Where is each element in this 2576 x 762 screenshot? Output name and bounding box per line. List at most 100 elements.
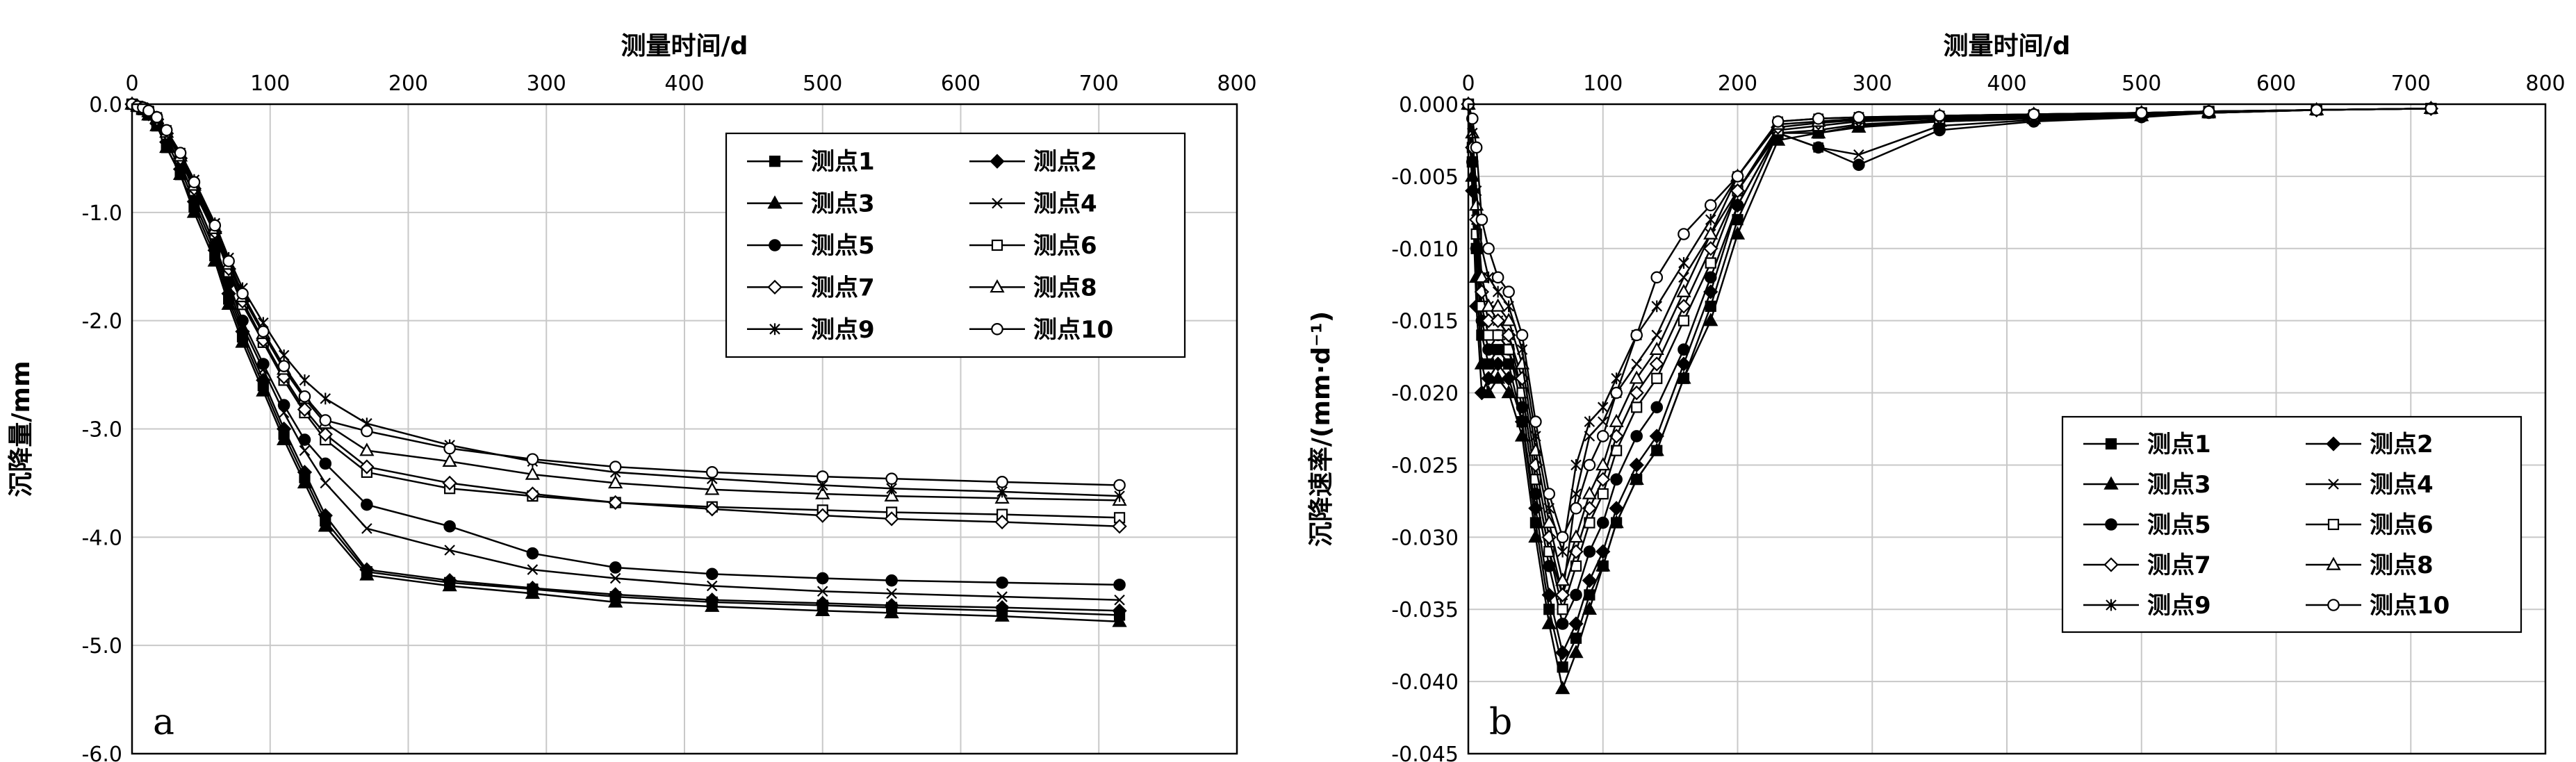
data-point	[359, 567, 375, 581]
data-point	[1529, 415, 1542, 428]
data-point	[150, 110, 163, 124]
x-tick-label: 200	[1718, 72, 1757, 96]
y-tick-label: -1.0	[81, 201, 122, 226]
data-point	[817, 586, 828, 597]
legend-marker	[990, 279, 1005, 293]
data-point	[1595, 472, 1611, 487]
data-point	[994, 514, 1010, 530]
data-point	[443, 442, 456, 455]
data-point	[1649, 341, 1664, 355]
chart-panel-b: 0 100 200 300 400 500 600 700 800 0.000 -0.005 -0.0…	[1288, 0, 2576, 762]
data-point	[1630, 329, 1643, 342]
data-point	[188, 176, 201, 189]
data-point	[996, 576, 1008, 589]
data-point	[319, 457, 332, 470]
legend-label: 测点3	[2147, 471, 2211, 499]
data-point	[319, 414, 332, 426]
legend-item: 测点7	[747, 274, 875, 301]
data-point	[1676, 299, 1691, 314]
y-tick-label: -0.040	[1391, 670, 1459, 695]
x-tick-label: 300	[1853, 72, 1892, 96]
data-point	[1556, 618, 1569, 630]
legend-label: 测点5	[811, 232, 875, 260]
y-tick-label: -0.030	[1391, 526, 1459, 550]
axes	[1467, 103, 2547, 755]
legend-marker	[2103, 476, 2119, 490]
data-point	[996, 476, 1008, 488]
data-point	[1811, 125, 1826, 139]
data-point	[1676, 370, 1691, 384]
legend-marker	[991, 322, 1003, 336]
data-point	[1492, 285, 1504, 298]
data-point	[1582, 601, 1597, 615]
legend-item: 测点4	[2306, 471, 2434, 499]
data-point	[1609, 413, 1624, 427]
data-point	[1610, 386, 1623, 399]
legend-item: 测点10	[969, 316, 1113, 344]
data-point	[1502, 285, 1515, 298]
x-tick-label: 700	[2391, 72, 2431, 96]
legend-item: 测点10	[2306, 592, 2450, 620]
x-tick-label: 500	[803, 72, 842, 96]
data-point	[1482, 329, 1495, 341]
data-point	[1730, 226, 1746, 240]
data-point	[609, 561, 622, 574]
plot-frame	[131, 103, 1238, 755]
data-point	[1514, 428, 1530, 442]
legend-item: 测点2	[2306, 431, 2434, 458]
data-point	[1466, 112, 1479, 125]
data-point	[884, 511, 899, 527]
legend-label: 测点9	[811, 316, 875, 344]
y-tick-label: -0.025	[1391, 454, 1459, 478]
data-point	[1501, 385, 1516, 399]
plot-frame	[1467, 103, 2547, 755]
x-tick-label: 0	[1461, 72, 1475, 96]
chart-panel-a: 0 100 200 300 400 500 600 700 800 0.0 -1.0 -2.0 -3.0…	[7, 32, 1257, 762]
data-point	[886, 588, 897, 599]
series-10	[1462, 98, 2438, 544]
data-point	[297, 475, 313, 489]
data-point	[1631, 358, 1642, 370]
y-tick-label: -0.010	[1391, 238, 1459, 262]
data-point	[320, 392, 331, 405]
data-point	[526, 547, 539, 560]
legend-marker	[2103, 557, 2119, 572]
x-tick-label: 600	[941, 72, 981, 96]
data-point	[1703, 313, 1718, 326]
data-point	[1584, 415, 1595, 428]
data-point	[278, 349, 290, 361]
data-point	[609, 572, 621, 584]
x-tick-label: 100	[250, 72, 290, 96]
data-point	[442, 475, 457, 491]
data-point	[1516, 329, 1529, 342]
y-tick-label: -0.045	[1391, 743, 1459, 762]
legend-item: 测点9	[747, 316, 875, 344]
legend-marker	[2328, 479, 2339, 490]
data-point	[1678, 272, 1689, 283]
data-point	[1490, 356, 1506, 372]
data-point	[1597, 401, 1609, 413]
data-point	[1113, 479, 1126, 492]
data-point	[525, 486, 541, 502]
legend-label: 测点7	[811, 274, 875, 301]
panel-label: b	[1489, 702, 1512, 743]
y-axis-title: 沉降量/mm	[7, 361, 35, 497]
data-point	[1481, 385, 1496, 399]
data-point	[815, 486, 830, 499]
data-point	[1595, 558, 1611, 572]
data-point	[705, 466, 719, 479]
data-point	[160, 124, 173, 137]
y-tick-label: 0.0	[89, 93, 122, 117]
data-point	[1649, 429, 1664, 444]
data-point	[1853, 110, 1865, 124]
data-point	[1595, 457, 1611, 471]
data-point	[1596, 430, 1609, 442]
data-point	[2027, 108, 2040, 121]
data-point	[1677, 228, 1690, 240]
legend-item: 测点8	[2306, 552, 2434, 579]
data-point	[1676, 356, 1691, 372]
data-point	[2135, 106, 2148, 119]
data-point	[186, 204, 202, 218]
y-tick-label: -6.0	[81, 743, 122, 762]
data-point	[1474, 356, 1489, 370]
